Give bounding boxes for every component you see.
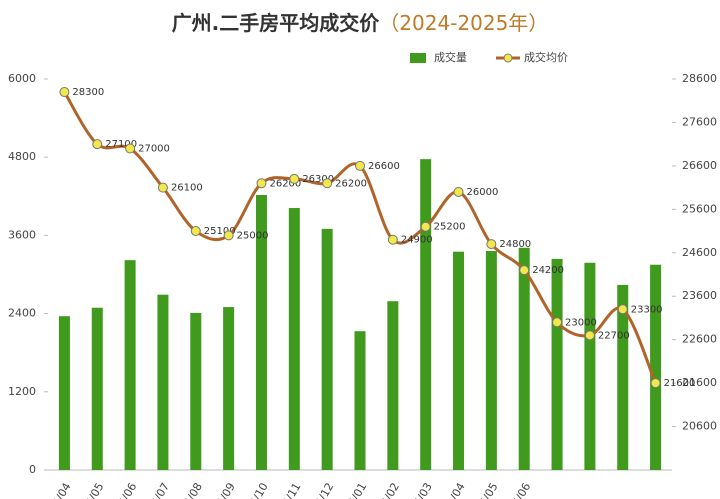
bar bbox=[453, 251, 465, 470]
y-tick-label: 0 bbox=[29, 463, 36, 476]
data-label: 22700 bbox=[598, 330, 630, 341]
x-tick-label: 5/06 bbox=[510, 481, 534, 499]
data-label: 23300 bbox=[631, 304, 663, 315]
data-label: 25100 bbox=[204, 226, 236, 237]
marker bbox=[519, 265, 530, 276]
x-tick-label: 4/12 bbox=[313, 481, 337, 499]
marker bbox=[190, 226, 201, 237]
y2-tick-label: 20600 bbox=[682, 420, 717, 433]
y-tick-label: 2400 bbox=[8, 307, 36, 320]
data-label: 26100 bbox=[171, 183, 203, 194]
x-tick-label: /04 bbox=[448, 480, 468, 499]
bar bbox=[91, 307, 103, 470]
data-label: 26200 bbox=[269, 178, 301, 189]
y-tick-label: 4800 bbox=[8, 150, 36, 163]
data-label: 23000 bbox=[565, 317, 597, 328]
bar bbox=[420, 159, 432, 470]
y-tick-label: 6000 bbox=[8, 72, 36, 85]
y2-tick-label: 27600 bbox=[682, 115, 717, 128]
bar bbox=[650, 264, 662, 470]
data-label: 21600 bbox=[664, 378, 696, 389]
legend-label: 成交量 bbox=[434, 50, 467, 64]
data-label: 24800 bbox=[499, 239, 531, 250]
bar bbox=[58, 316, 70, 470]
bar bbox=[551, 258, 563, 470]
x-tick-label: 4/05 bbox=[83, 481, 107, 499]
marker bbox=[223, 230, 234, 241]
bar bbox=[157, 294, 169, 470]
marker bbox=[486, 239, 497, 250]
x-tick-label: 5/02 bbox=[378, 481, 402, 499]
y2-tick-label: 28600 bbox=[682, 72, 717, 85]
data-label: 27000 bbox=[138, 144, 170, 155]
data-label: 27100 bbox=[105, 139, 137, 150]
x-tick-label: 4/11 bbox=[280, 481, 304, 499]
bar bbox=[584, 262, 596, 470]
bar bbox=[223, 307, 235, 470]
data-label: 28300 bbox=[72, 87, 104, 98]
bar bbox=[124, 260, 136, 470]
bar bbox=[354, 331, 366, 470]
y2-tick-label: 22600 bbox=[682, 333, 717, 346]
x-tick-label: 5/01 bbox=[346, 481, 370, 499]
x-tick-label: 4/10 bbox=[247, 481, 271, 499]
marker bbox=[92, 139, 103, 150]
data-label: 26000 bbox=[467, 187, 499, 198]
y-tick-label: 3600 bbox=[8, 228, 36, 241]
marker bbox=[650, 378, 661, 389]
marker bbox=[355, 160, 365, 171]
data-label: 24200 bbox=[532, 265, 564, 276]
marker bbox=[289, 173, 300, 184]
marker bbox=[617, 304, 628, 315]
data-label: 25200 bbox=[434, 222, 466, 233]
x-tick-label: 5/05 bbox=[477, 481, 501, 499]
data-label: 26200 bbox=[335, 178, 367, 189]
bar bbox=[518, 247, 530, 470]
bar bbox=[485, 251, 497, 470]
title-main: 广州.二手房平均成交价 bbox=[172, 11, 381, 35]
legend-swatch bbox=[410, 53, 426, 63]
x-tick-label: 4/08 bbox=[181, 481, 205, 499]
y-tick-label: 1200 bbox=[8, 385, 36, 398]
data-label: 26300 bbox=[302, 174, 334, 185]
marker bbox=[256, 178, 267, 189]
marker bbox=[420, 221, 431, 232]
marker bbox=[157, 182, 168, 193]
bar bbox=[617, 284, 629, 470]
x-tick-label: 4/06 bbox=[116, 481, 140, 499]
data-label: 24900 bbox=[401, 235, 433, 246]
marker bbox=[552, 317, 563, 328]
marker bbox=[322, 178, 333, 189]
x-tick-label: 5/03 bbox=[411, 481, 435, 499]
y2-tick-label: 26600 bbox=[682, 159, 717, 172]
bar bbox=[288, 208, 300, 470]
bar bbox=[255, 194, 267, 470]
marker bbox=[453, 186, 464, 197]
marker bbox=[584, 330, 595, 341]
marker bbox=[125, 143, 136, 154]
legend-label: 成交均价 bbox=[524, 50, 568, 64]
x-tick-label: 4/07 bbox=[149, 481, 173, 499]
bar bbox=[387, 301, 399, 470]
y2-tick-label: 23600 bbox=[682, 289, 717, 302]
y2-tick-label: 25600 bbox=[682, 202, 717, 215]
marker bbox=[387, 234, 398, 245]
x-tick-label: 4/09 bbox=[214, 481, 238, 499]
chart-title: 广州.二手房平均成交价（2024-2025年） bbox=[172, 11, 549, 35]
legend-marker bbox=[503, 53, 513, 63]
x-tick-label: 4/04 bbox=[50, 481, 74, 499]
y2-tick-label: 24600 bbox=[682, 246, 717, 259]
bar bbox=[190, 312, 202, 470]
marker bbox=[59, 87, 70, 98]
y2-tick-label: 21600 bbox=[682, 376, 717, 389]
data-label: 25000 bbox=[237, 230, 269, 241]
bar bbox=[321, 228, 333, 470]
data-label: 26600 bbox=[368, 161, 400, 172]
subtitle: （2024-2025年） bbox=[379, 11, 548, 35]
